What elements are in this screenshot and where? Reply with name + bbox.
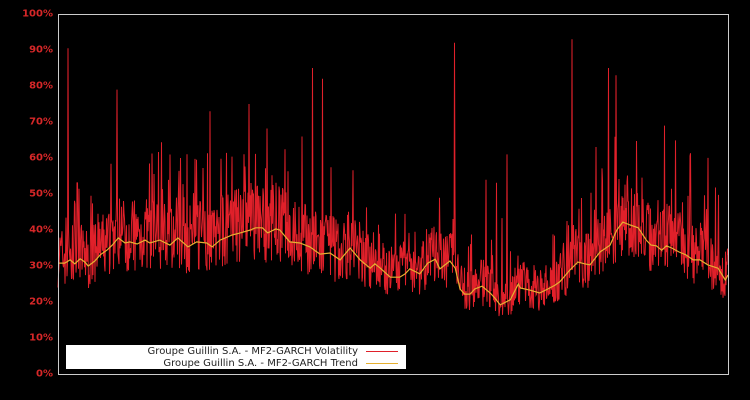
y-tick-label: 50% bbox=[29, 188, 53, 200]
legend-swatch-trend bbox=[366, 362, 398, 364]
y-tick-label: 70% bbox=[29, 116, 53, 128]
legend-swatch-volatility bbox=[366, 350, 398, 352]
y-tick-label: 30% bbox=[29, 260, 53, 272]
chart-legend: Groupe Guillin S.A. - MF2-GARCH Volatili… bbox=[66, 345, 406, 369]
plot-frame bbox=[58, 14, 729, 375]
y-tick-label: 10% bbox=[29, 332, 53, 344]
trend-series bbox=[58, 221, 729, 306]
y-tick-label: 20% bbox=[29, 296, 53, 308]
legend-label: Groupe Guillin S.A. - MF2-GARCH Trend bbox=[163, 357, 358, 369]
y-tick-label: 100% bbox=[22, 8, 53, 20]
legend-label: Groupe Guillin S.A. - MF2-GARCH Volatili… bbox=[147, 345, 358, 357]
y-tick-label: 40% bbox=[29, 224, 53, 236]
y-tick-label: 80% bbox=[29, 80, 53, 92]
legend-item-trend: Groupe Guillin S.A. - MF2-GARCH Trend bbox=[163, 357, 398, 369]
legend-item-volatility: Groupe Guillin S.A. - MF2-GARCH Volatili… bbox=[148, 345, 398, 357]
volatility-line bbox=[57, 39, 729, 317]
y-tick-label: 0% bbox=[36, 368, 53, 380]
y-tick-label: 90% bbox=[29, 44, 53, 56]
y-tick-label: 60% bbox=[29, 152, 53, 164]
volatility-series bbox=[57, 39, 729, 317]
